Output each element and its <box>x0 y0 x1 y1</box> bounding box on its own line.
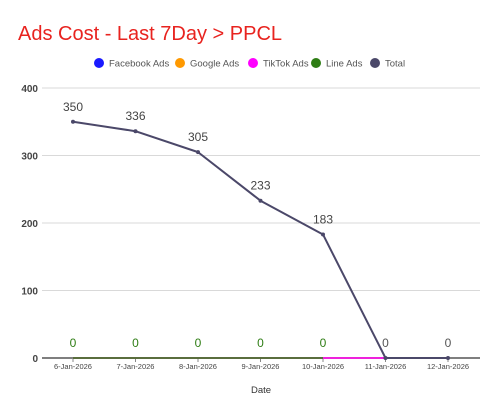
x-axis: 6-Jan-2026 7-Jan-2026 8-Jan-2026 9-Jan-2026… <box>54 358 469 371</box>
total-data-label: 183 <box>313 212 333 226</box>
total-data-label: 233 <box>250 179 270 193</box>
legend-label: Facebook Ads <box>109 59 169 70</box>
legend-label: TikTok Ads <box>263 59 309 70</box>
legend: Facebook Ads Google Ads TikTok Ads Line Ads… <box>94 58 405 70</box>
y-tick-label: 400 <box>21 84 38 95</box>
legend-marker <box>175 58 185 68</box>
line-ads-data-label: 0 <box>195 336 202 350</box>
data-point <box>446 356 450 360</box>
data-point <box>258 198 263 203</box>
legend-label: Total <box>385 59 405 70</box>
total-data-label: 336 <box>125 109 145 123</box>
series-line <box>72 120 448 359</box>
data-point <box>133 129 138 134</box>
total-data-label: 305 <box>188 130 208 144</box>
y-tick-label: 200 <box>21 219 38 230</box>
line-ads-data-label: 0 <box>132 336 139 350</box>
x-tick-label: 12-Jan-2026 <box>427 362 469 371</box>
y-tick-label: 300 <box>21 152 38 163</box>
x-tick-label: 11-Jan-2026 <box>365 362 407 371</box>
chart-title: Ads Cost - Last 7Day > PPCL <box>18 23 282 45</box>
legend-marker <box>248 58 258 68</box>
legend-label: Line Ads <box>326 59 363 70</box>
x-tick-label: 8-Jan-2026 <box>179 362 217 371</box>
total-data-label: 0 <box>445 336 452 350</box>
total-data-label: 0 <box>382 336 389 350</box>
grid <box>42 87 480 359</box>
x-tick-label: 10-Jan-2026 <box>302 362 344 371</box>
x-tick-label: 9-Jan-2026 <box>242 362 280 371</box>
legend-marker <box>94 58 104 68</box>
total-data-label: 350 <box>63 100 83 114</box>
y-tick-label: 0 <box>32 354 38 365</box>
data-point <box>196 150 200 155</box>
legend-marker <box>311 58 321 68</box>
legend-label: Google Ads <box>190 59 239 70</box>
line-ads-data-label: 0 <box>70 336 77 350</box>
data-labels: 350 336 305 233 183 0 0 0 0 0 0 0 <box>63 100 452 350</box>
data-point <box>321 232 325 237</box>
x-tick-label: 7-Jan-2026 <box>117 362 155 371</box>
series-lines <box>71 119 450 360</box>
legend-marker <box>370 58 380 68</box>
x-axis-label: Date <box>251 385 271 396</box>
y-tick-label: 100 <box>21 287 38 298</box>
line-ads-data-label: 0 <box>257 336 264 350</box>
x-tick-label: 6-Jan-2026 <box>54 362 92 371</box>
data-point <box>71 119 75 124</box>
data-point <box>383 356 388 360</box>
line-ads-data-label: 0 <box>320 336 327 350</box>
y-axis: 0 100 200 300 400 <box>21 84 38 365</box>
